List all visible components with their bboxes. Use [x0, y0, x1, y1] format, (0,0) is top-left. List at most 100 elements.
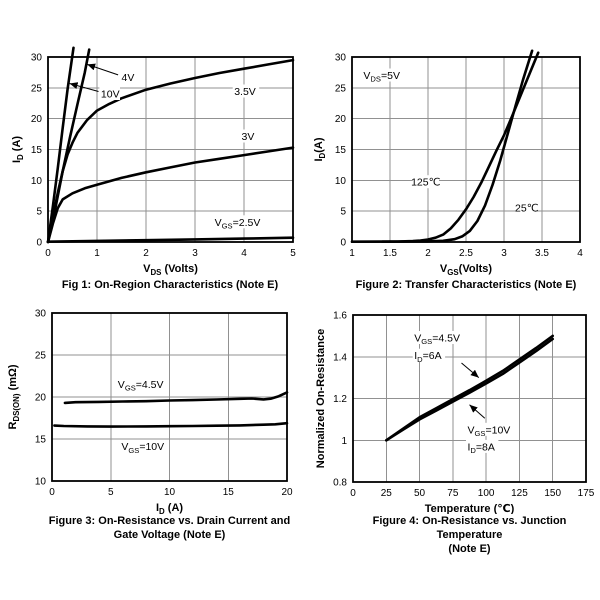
- y-tick-label: 5: [36, 207, 42, 218]
- plot-border: [351, 56, 581, 243]
- fig2-plot: 1 1.5 2 2.5 3 3.5 4 0 5 10 15 20 25 30 VGS(Volts) ID(A)…: [313, 49, 583, 276]
- annotation-underlay: [240, 129, 255, 143]
- annotation-text: 125℃: [411, 177, 440, 189]
- y-tick-label: 30: [335, 53, 347, 64]
- x-tick-label: 2: [425, 248, 431, 259]
- x-axis-label: VDS (Volts): [143, 263, 198, 276]
- annotation-underlay: [412, 175, 439, 189]
- y-axis-label: Normalized On-Resistance: [315, 329, 327, 468]
- x-tick-label: 0: [49, 487, 55, 498]
- y-tick-label: 25: [35, 351, 47, 362]
- x-tick-label: 0: [350, 488, 356, 499]
- figure-1-caption: Fig 1: On-Region Characteristics (Note E…: [0, 278, 300, 292]
- figure-4-container: 0 25 50 75 100 125 150 175 0.8 1 1.2 1.4 1.6 Temperat…: [310, 296, 600, 556]
- annotation-arrow: [461, 362, 480, 378]
- x-tick-label: 2.5: [459, 248, 473, 259]
- fig3-plot: 0 5 10 15 20 10 15 20 25 30 ID (A) RDS(ON) (mΩ) VGS=…: [7, 309, 293, 515]
- figure-2-caption: Figure 2: Transfer Characteristics (Note…: [300, 278, 600, 292]
- x-tick-label: 50: [414, 488, 426, 499]
- y-tick-label: 0.8: [333, 478, 347, 489]
- caption-line: Figure 2: Transfer Characteristics (Note…: [355, 279, 577, 291]
- y-tick-label: 1.6: [333, 311, 347, 322]
- annotation-underlay: [116, 377, 167, 391]
- plot-border: [51, 312, 288, 482]
- caption-line: Fig 1: On-Region Characteristics (Note E…: [61, 279, 279, 291]
- series-curve-VGS=3V: [46, 146, 295, 244]
- y-tick-label: 10: [335, 176, 347, 187]
- series-curve-25C: [381, 49, 534, 243]
- annotation-text: 10V: [101, 89, 120, 101]
- y-tick-label: 20: [335, 114, 347, 125]
- x-tick-label: 5: [290, 248, 296, 259]
- x-tick-label: 1: [349, 248, 355, 259]
- annotation-text: ID=8A: [468, 441, 495, 455]
- x-tick-label: 1.5: [383, 248, 397, 259]
- plot-border: [352, 314, 587, 483]
- annotation-underlay: [516, 201, 538, 215]
- annotation-underlay: [361, 68, 401, 82]
- annotation-text: VGS=4.5V: [414, 332, 460, 346]
- y-tick-label: 20: [35, 393, 47, 404]
- x-tick-label: 3: [501, 248, 507, 259]
- annotation-underlay: [99, 87, 120, 100]
- y-tick-label: 1.2: [333, 394, 347, 405]
- y-axis-label: ID (A): [11, 136, 25, 163]
- x-tick-label: 3.5: [535, 248, 549, 259]
- x-tick-label: 175: [578, 488, 595, 499]
- y-tick-label: 15: [335, 145, 347, 156]
- annotation-arrow: [87, 63, 119, 76]
- caption-line: Gate Voltage (Note E): [113, 529, 226, 541]
- y-tick-label: 15: [35, 435, 47, 446]
- annotation-text: ID=6A: [414, 350, 441, 364]
- caption-line: Figure 4: On-Resistance vs. Junction Tem…: [372, 515, 567, 541]
- series-curve-VGS=4.5V ID=6A: [385, 334, 554, 442]
- series-curve-VGS=10V ID=8A: [385, 337, 554, 442]
- y-tick-label: 25: [31, 83, 43, 94]
- annotation-text: VGS=4.5V: [118, 379, 164, 393]
- y-tick-label: 10: [31, 176, 43, 187]
- x-tick-label: 20: [281, 487, 293, 498]
- x-tick-label: 10: [164, 487, 176, 498]
- x-tick-label: 150: [544, 488, 561, 499]
- annotation-text: VGS=2.5V: [215, 217, 261, 231]
- x-axis-label: ID (A): [156, 502, 183, 514]
- annotation-arrow: [69, 82, 99, 92]
- figure-3-caption: Figure 3: On-Resistance vs. Drain Curren…: [0, 514, 310, 542]
- x-tick-label: 25: [381, 488, 393, 499]
- x-tick-label: 125: [511, 488, 528, 499]
- fig4-plot: 0 25 50 75 100 125 150 175 0.8 1 1.2 1.4 1.6 Temperat…: [315, 311, 595, 515]
- annotation-text: VGS=10V: [468, 424, 511, 438]
- x-tick-label: 4: [241, 248, 247, 259]
- series-curve-VGS=10V: [46, 46, 75, 244]
- series-curve-VGS=10V: [53, 421, 289, 428]
- caption-line: (Note E): [448, 543, 491, 555]
- annotation-text: 4V: [122, 72, 135, 84]
- series-curve-VGS=3.5V: [46, 58, 295, 244]
- annotation-underlay: [213, 215, 264, 229]
- annotation-arrow: [469, 404, 486, 419]
- annotation-underlay: [119, 439, 164, 453]
- x-axis-label: VGS(Volts): [440, 263, 492, 276]
- x-tick-label: 3: [192, 248, 198, 259]
- figure-2-container: 1 1.5 2 2.5 3 3.5 4 0 5 10 15 20 25 30 VGS(Volts) ID(A)…: [300, 40, 600, 292]
- x-tick-label: 4: [577, 248, 583, 259]
- y-tick-label: 25: [335, 83, 347, 94]
- figure-3-container: 0 5 10 15 20 10 15 20 25 30 ID (A) RDS(ON) (mΩ) VGS=…: [0, 296, 310, 542]
- y-tick-label: 1: [341, 436, 347, 447]
- annotation-underlay: [466, 439, 499, 453]
- x-axis-label: Temperature (℃): [425, 503, 515, 514]
- annotation-underlay: [412, 331, 463, 344]
- y-tick-label: 0: [36, 238, 42, 249]
- x-tick-label: 1: [94, 248, 100, 259]
- caption-line: Figure 3: On-Resistance vs. Drain Curren…: [48, 515, 291, 527]
- y-tick-label: 15: [31, 145, 43, 156]
- figure-4-caption: Figure 4: On-Resistance vs. Junction Tem…: [310, 514, 600, 556]
- y-tick-label: 0: [340, 238, 346, 249]
- x-tick-label: 15: [223, 487, 235, 498]
- annotation-text: VGS=10V: [121, 441, 164, 455]
- y-axis-label: RDS(ON) (mΩ): [7, 364, 21, 429]
- y-tick-label: 30: [35, 309, 47, 320]
- x-tick-label: 0: [45, 248, 51, 259]
- y-tick-label: 5: [340, 207, 346, 218]
- x-tick-label: 75: [447, 488, 459, 499]
